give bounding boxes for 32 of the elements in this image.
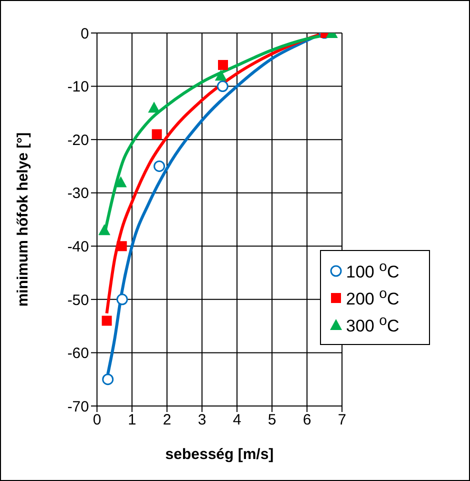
point bbox=[218, 60, 228, 70]
legend-label: 300 $^{o}$C bbox=[346, 312, 400, 336]
y-tick-label: -30 bbox=[67, 185, 89, 202]
x-tick-label: 3 bbox=[198, 412, 206, 429]
x-axis-title: sebesség [m/s] bbox=[165, 446, 274, 463]
y-tick-label: -60 bbox=[67, 345, 89, 362]
x-tick-label: 5 bbox=[268, 412, 276, 429]
point bbox=[102, 316, 112, 326]
y-tick-label: -40 bbox=[67, 238, 89, 256]
x-tick-label: 0 bbox=[92, 412, 102, 429]
point bbox=[116, 294, 128, 306]
point bbox=[154, 160, 166, 172]
x-tick-label: 7 bbox=[338, 412, 346, 429]
point bbox=[216, 80, 228, 92]
y-axis-title: minimum hőfok helye [°] bbox=[14, 132, 32, 307]
x-tick-label: 6 bbox=[302, 412, 312, 429]
point bbox=[148, 102, 160, 113]
x-tick-label: 1 bbox=[128, 412, 136, 429]
x-tick-label: 2 bbox=[162, 412, 172, 429]
y-tick-label: -10 bbox=[67, 78, 89, 96]
point bbox=[152, 129, 162, 140]
y-tick-label: -70 bbox=[67, 398, 89, 416]
y-tick-label: 0 bbox=[80, 25, 89, 42]
legend-label: 200 $^{o}$C bbox=[346, 286, 400, 310]
point bbox=[214, 70, 227, 81]
legend-label: 100 $^{o}$C bbox=[346, 258, 400, 282]
point bbox=[102, 374, 114, 386]
x-tick-label: 4 bbox=[232, 412, 242, 429]
y-tick-label: -50 bbox=[67, 292, 89, 309]
y-tick-label: -20 bbox=[67, 132, 89, 149]
point bbox=[116, 241, 127, 252]
point bbox=[98, 224, 110, 236]
